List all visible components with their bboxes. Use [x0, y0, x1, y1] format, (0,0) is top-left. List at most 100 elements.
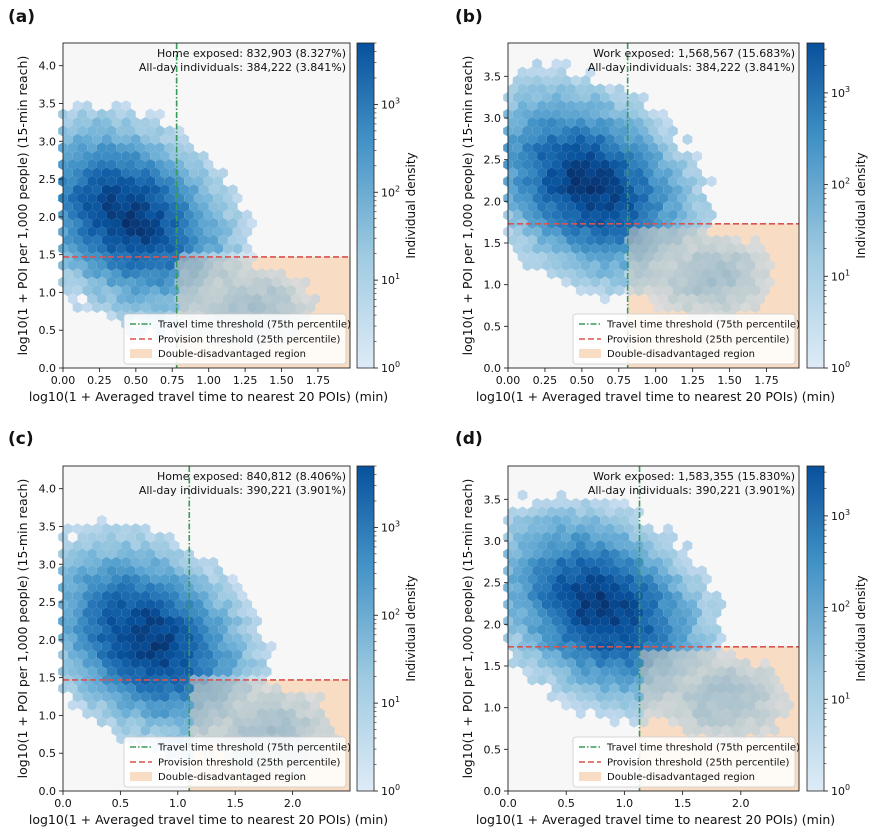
x-tick-label: 2.0	[284, 797, 302, 810]
y-tick-label: 2.0	[484, 618, 502, 631]
x-tick-label: 0.0	[499, 797, 517, 810]
colorbar-tick-label: 100	[381, 783, 400, 798]
legend-travel-label: Travel time threshold (75th percentile)	[157, 320, 351, 331]
y-tick-label: 3.5	[39, 97, 57, 110]
x-tick-label: 1.00	[196, 374, 221, 387]
y-tick-label: 0.5	[484, 320, 502, 333]
legend-region-label: Double-disadvantaged region	[607, 772, 755, 783]
x-tick-label: 0.5	[557, 797, 575, 810]
y-tick-label: 3.5	[39, 520, 57, 533]
panel-label: (c)	[8, 429, 34, 449]
hexbin-cloud	[503, 489, 795, 745]
panel-b: (b) 0.00 0.25 0.50 0.75 1.00 1.25 1.50 1.75 0.0 0.…	[455, 7, 868, 404]
colorbar-tick-label: 103	[831, 508, 850, 523]
y-tick-label: 1.5	[39, 249, 57, 262]
colorbar-tick-label: 102	[831, 600, 850, 615]
axes-frame	[62, 465, 351, 792]
y-axis-label: log10(1 + POI per 1,000 people) (15-min …	[15, 56, 30, 356]
axes-frame	[507, 465, 800, 792]
x-tick-label: 1.25	[680, 374, 705, 387]
panel-d: (d) 0.0 0.5 1.0 1.5 2.0 0.0 0.5 1.0 1.5 2.0 2.5 3.0 3…	[455, 429, 868, 827]
legend-region-swatch	[579, 349, 601, 358]
y-tick-label: 1.0	[39, 709, 57, 722]
legend-box	[572, 313, 796, 365]
legend-box	[123, 736, 347, 788]
y-tick-label: 0.0	[484, 785, 502, 798]
legend: Travel time threshold (75th percentile) P…	[123, 736, 351, 788]
y-tick-label: 3.0	[484, 112, 502, 125]
colorbar-tick-label: 101	[381, 695, 400, 710]
exposed-annotation: Work exposed: 1,568,567 (15.683%)	[593, 47, 795, 60]
legend-travel-label: Travel time threshold (75th percentile)	[157, 743, 351, 754]
y-tick-label: 4.0	[39, 483, 57, 496]
y-tick-label: 0.5	[39, 747, 57, 760]
x-axis-label: log10(1 + Averaged travel time to neares…	[476, 389, 835, 404]
colorbar-tick-label: 102	[831, 177, 850, 192]
panel-label: (b)	[455, 7, 483, 27]
legend: Travel time threshold (75th percentile) P…	[123, 313, 351, 365]
x-tick-label: 0.5	[112, 797, 130, 810]
legend-travel-label: Travel time threshold (75th percentile)	[606, 320, 800, 331]
colorbar-tick-label: 101	[831, 268, 850, 283]
y-tick-label: 2.5	[484, 154, 502, 167]
x-axis-label: log10(1 + Averaged travel time to neares…	[476, 812, 835, 827]
legend-region-swatch	[579, 772, 601, 781]
y-tick-label: 2.5	[484, 577, 502, 590]
y-tick-label: 3.0	[484, 535, 502, 548]
legend-region-swatch	[130, 772, 152, 781]
hexbin-cloud	[503, 58, 775, 322]
colorbar-tick-label: 102	[381, 184, 400, 199]
x-tick-label: 1.0	[169, 797, 187, 810]
y-tick-label: 3.0	[39, 558, 57, 571]
legend-travel-label: Travel time threshold (75th percentile)	[606, 743, 800, 754]
x-tick-label: 1.50	[717, 374, 742, 387]
x-tick-label: 1.5	[674, 797, 692, 810]
x-tick-label: 1.0	[616, 797, 634, 810]
panel-a: (a) 0.00 0.25 0.50 0.75 1.00 1.25 1.50 1.75 0.0 0.…	[8, 7, 418, 404]
colorbar-label: Individual density	[854, 575, 868, 681]
individuals-annotation: All-day individuals: 390,221 (3.901%)	[139, 484, 346, 497]
axes-frame	[507, 42, 800, 369]
x-tick-label: 0.50	[570, 374, 595, 387]
exposed-annotation: Work exposed: 1,583,355 (15.830%)	[593, 470, 795, 483]
colorbar-tick-label: 100	[831, 360, 850, 375]
x-tick-label: 1.50	[269, 374, 294, 387]
colorbar-tick-label: 101	[831, 691, 850, 706]
legend-region-label: Double-disadvantaged region	[158, 349, 306, 360]
legend-region-swatch	[130, 349, 152, 358]
x-tick-label: 0.75	[160, 374, 185, 387]
legend-provision-label: Provision threshold (25th percentile)	[158, 335, 341, 346]
x-axis-label: log10(1 + Averaged travel time to neares…	[29, 812, 388, 827]
colorbar-tick-label: 100	[381, 360, 400, 375]
legend-provision-label: Provision threshold (25th percentile)	[607, 758, 790, 769]
exposed-annotation: Home exposed: 832,903 (8.327%)	[157, 47, 346, 60]
y-tick-label: 1.5	[484, 237, 502, 250]
y-tick-label: 0.5	[39, 324, 57, 337]
y-tick-label: 1.0	[39, 286, 57, 299]
x-tick-label: 0.00	[51, 374, 76, 387]
x-tick-label: 0.75	[607, 374, 632, 387]
y-tick-label: 1.0	[484, 702, 502, 715]
colorbar-tick-label: 100	[831, 783, 850, 798]
y-tick-label: 3.5	[484, 70, 502, 83]
colorbar	[356, 42, 375, 369]
colorbar-tick-label: 103	[381, 519, 400, 534]
x-tick-label: 0.25	[533, 374, 558, 387]
y-tick-label: 0.0	[39, 362, 57, 375]
y-tick-label: 2.0	[39, 211, 57, 224]
y-axis-label: log10(1 + POI per 1,000 people) (15-min …	[460, 56, 475, 356]
colorbar-label: Individual density	[404, 575, 418, 681]
x-tick-label: 0.00	[496, 374, 521, 387]
y-tick-label: 3.0	[39, 135, 57, 148]
individuals-annotation: All-day individuals: 384,222 (3.841%)	[139, 61, 346, 74]
x-tick-label: 2.0	[732, 797, 750, 810]
colorbar	[356, 465, 375, 792]
y-tick-label: 0.5	[484, 743, 502, 756]
panel-label: (a)	[8, 7, 35, 27]
x-tick-label: 1.00	[643, 374, 668, 387]
x-tick-label: 1.5	[226, 797, 244, 810]
y-tick-label: 1.5	[39, 672, 57, 685]
individuals-annotation: All-day individuals: 390,221 (3.901%)	[588, 484, 795, 497]
x-axis-label: log10(1 + Averaged travel time to neares…	[29, 389, 388, 404]
